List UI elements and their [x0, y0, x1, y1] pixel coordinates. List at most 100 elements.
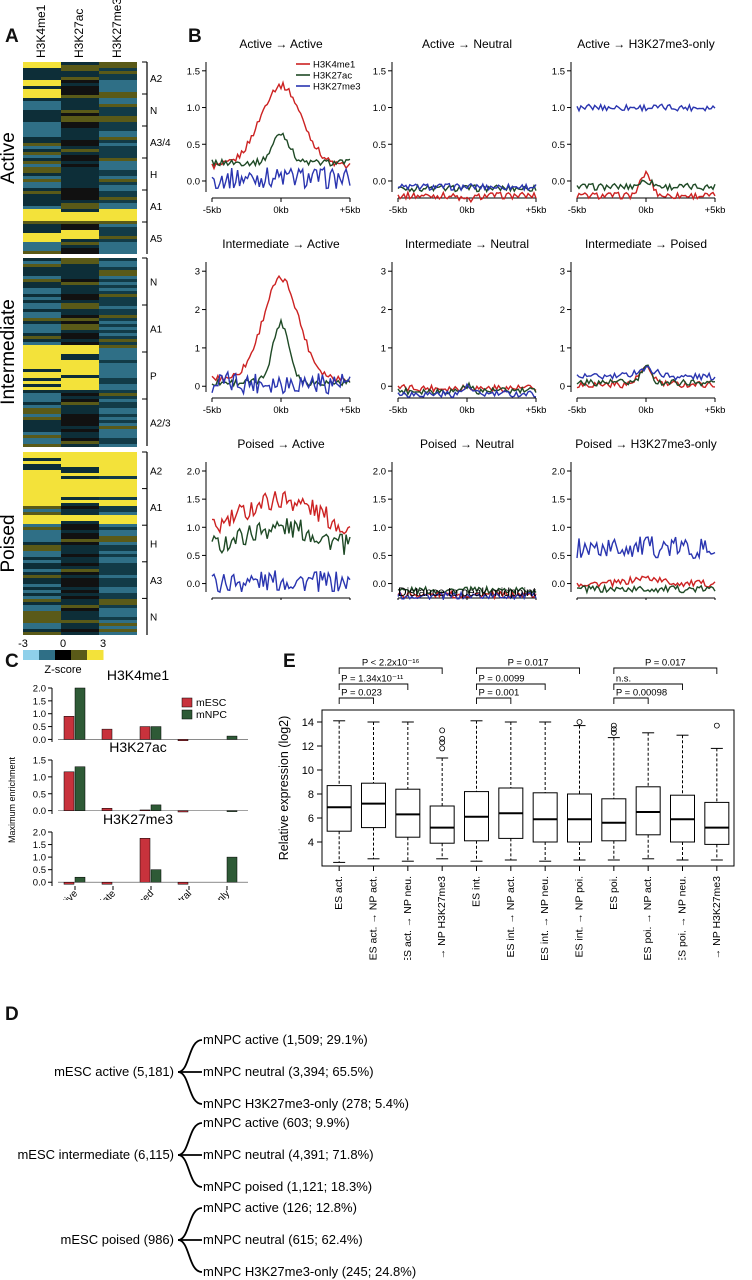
heatmap-cell — [99, 455, 137, 458]
heatmap-cell — [61, 251, 99, 254]
colorbar-swatch — [55, 650, 72, 660]
heatmap-cell — [23, 200, 61, 203]
heatmap-cell — [99, 575, 137, 578]
heatmap-cell — [61, 152, 99, 155]
heatmap-cell — [23, 503, 61, 506]
heatmap-cell — [61, 491, 99, 494]
heatmap-cell — [61, 351, 99, 354]
transition-branch — [177, 1039, 203, 1073]
transition-branch — [177, 1239, 203, 1273]
heatmap-cell — [61, 104, 99, 107]
profile-line-h3k27ac — [577, 583, 716, 595]
heatmap-cell — [99, 363, 137, 366]
heatmap-cell — [61, 509, 99, 512]
heatmap-cell — [99, 83, 137, 86]
heatmap-cell — [61, 408, 99, 411]
heatmap-cell — [99, 629, 137, 632]
heatmap-cell — [61, 545, 99, 548]
y-tick-label: 1.5 — [187, 66, 200, 77]
heatmap-cell — [61, 354, 99, 357]
heatmap-cell — [61, 527, 99, 530]
heatmap-cell — [23, 500, 61, 503]
heatmap-cell — [99, 444, 137, 447]
colorbar-swatch — [23, 650, 40, 660]
y-tick-label: 0.5 — [373, 140, 386, 151]
heatmap-cell — [61, 563, 99, 566]
heatmap-cell — [23, 560, 61, 563]
y-tick-label: 1 — [381, 343, 386, 354]
heatmap-cell — [61, 596, 99, 599]
y-tick-label: 6 — [308, 813, 314, 825]
heatmap-cell — [23, 276, 61, 279]
heatmap-cell — [99, 503, 137, 506]
heatmap-cell — [61, 461, 99, 464]
heatmap-cell — [61, 345, 99, 348]
heatmap-cell — [99, 125, 137, 128]
heatmap-cell — [99, 527, 137, 530]
heatmap-cell — [61, 137, 99, 140]
heatmap-cell — [99, 300, 137, 303]
heatmap-cell — [23, 77, 61, 80]
heatmap-cell — [99, 197, 137, 200]
y-tick-label: 2.0 — [373, 467, 386, 478]
heatmap-cell — [23, 515, 61, 518]
heatmap-cell — [23, 71, 61, 74]
heatmap-cell — [99, 351, 137, 354]
profile-line-h3k4me1 — [576, 575, 716, 589]
heatmap-cell — [23, 312, 61, 315]
heatmap-cell — [61, 179, 99, 182]
heatmap-cell — [99, 542, 137, 545]
heatmap-cell — [61, 482, 99, 485]
heatmap-cell — [99, 396, 137, 399]
heatmap-cell — [99, 482, 137, 485]
heatmap-cell — [99, 200, 137, 203]
heatmap-cell — [23, 587, 61, 590]
heatmap-cell — [23, 414, 61, 417]
heatmap-cell — [23, 89, 61, 92]
heatmap-cell — [99, 360, 137, 363]
heatmap-cell — [99, 345, 137, 348]
y-tick-label: 1.0 — [552, 523, 565, 534]
heatmap-cell — [99, 509, 137, 512]
heatmap-cell — [23, 279, 61, 282]
heatmap-cell — [99, 233, 137, 236]
profile-line-h3k27me3 — [576, 536, 716, 561]
heatmap-cell — [99, 587, 137, 590]
heatmap-cell — [61, 539, 99, 542]
heatmap-cell — [23, 273, 61, 276]
heatmap-cell — [23, 473, 61, 476]
panel-b-profiles: Active → Active 0.0 0.5 1.0 1.5 -5kb 0kb +5kb Re… — [180, 37, 725, 600]
panel-a-heatmap: H3K4me1 H3K27ac H3K27me3 Active A2 N A3/4 H A1 A5… — [0, 0, 171, 676]
heatmap-cell — [99, 312, 137, 315]
bar-mesc — [177, 881, 189, 885]
heatmap-cell — [99, 548, 137, 551]
colorbar-tick: 3 — [100, 638, 106, 650]
heatmap-cell — [61, 575, 99, 578]
heatmap-cell — [61, 411, 99, 414]
heatmap-cell — [23, 342, 61, 345]
heatmap-cell — [99, 245, 137, 248]
heatmap-cell — [99, 152, 137, 155]
bar-mnpc — [226, 856, 238, 883]
heatmap-cell — [23, 488, 61, 491]
heatmap-cell — [61, 173, 99, 176]
heatmap-cell — [23, 452, 61, 455]
heatmap-cell — [99, 524, 137, 527]
heatmap-cell — [23, 527, 61, 530]
x-tick-label: ES int. — [471, 876, 483, 907]
heatmap-cell — [61, 485, 99, 488]
heatmap-cell — [99, 426, 137, 429]
heatmap-cell — [23, 542, 61, 545]
heatmap-cell — [23, 599, 61, 602]
heatmap-cell — [23, 411, 61, 414]
legend-swatch — [181, 697, 193, 708]
heatmap-cell — [61, 264, 99, 267]
cluster-label: A1 — [150, 503, 163, 514]
heatmap-cell — [99, 224, 137, 227]
bar-mesc — [63, 881, 75, 885]
heatmap-cell — [99, 572, 137, 575]
profile-title: Intermediate → Poised — [585, 237, 707, 251]
heatmap-cell — [61, 92, 99, 95]
heatmap-cell — [61, 194, 99, 197]
profile-line-h3k4me1 — [576, 169, 716, 201]
